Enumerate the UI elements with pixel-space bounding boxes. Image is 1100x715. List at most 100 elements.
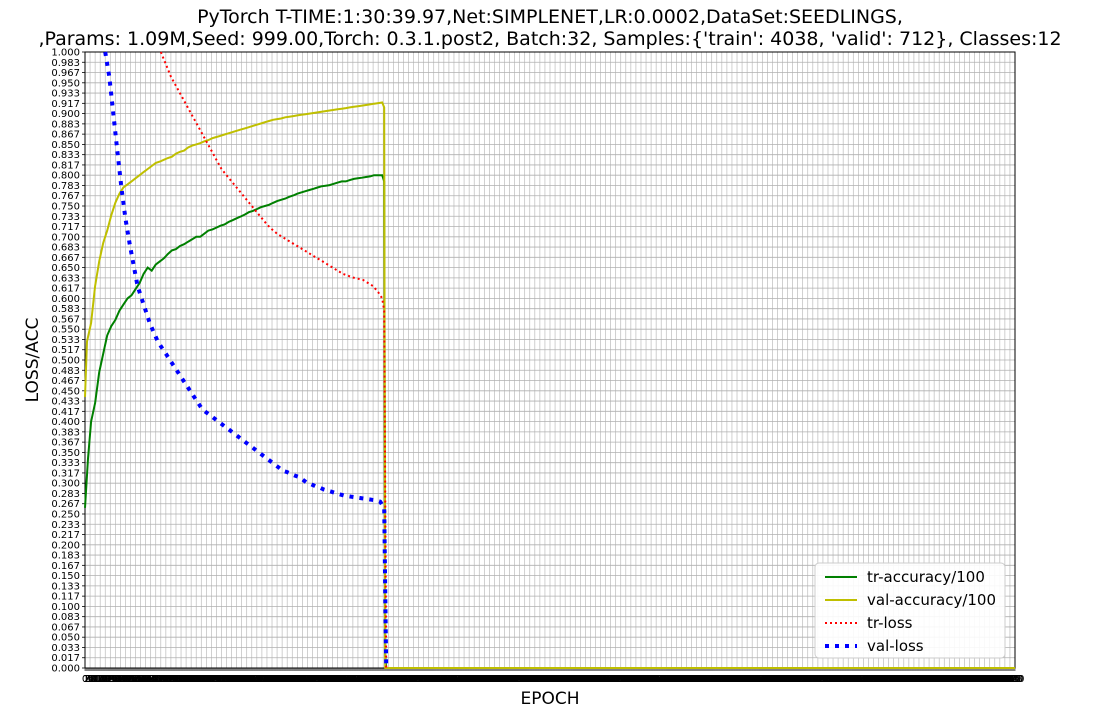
x-tick-label: 435 <box>515 674 534 685</box>
x-tick-label: 462 <box>542 674 561 685</box>
x-tick-label: 474 <box>555 674 574 685</box>
x-tick-label: 120 <box>197 674 216 685</box>
x-tick-label: 549 <box>630 674 649 685</box>
x-tick-label: 190 <box>268 674 287 685</box>
x-tick-label: 320 <box>399 674 418 685</box>
x-tick-label: 635 <box>717 674 736 685</box>
x-tick-label: 595 <box>677 674 696 685</box>
y-tick-label: 0.717 <box>51 222 80 233</box>
x-tick-label: 219 <box>297 674 316 685</box>
x-tick-label: 599 <box>681 674 700 685</box>
x-tick-label: 22 <box>101 674 114 685</box>
x-tick-label: 864 <box>949 674 968 685</box>
x-tick-label: 46 <box>125 674 138 685</box>
x-tick-label: 351 <box>430 674 449 685</box>
x-tick-label: 83 <box>163 674 176 685</box>
x-tick-label: 720 <box>803 674 822 685</box>
x-tick-label: 900 <box>985 674 1004 685</box>
x-tick-label: 773 <box>857 674 876 685</box>
x-tick-label: 558 <box>640 674 659 685</box>
x-tick-label: 69 <box>148 674 161 685</box>
x-tick-label: 759 <box>843 674 862 685</box>
x-tick-label: 617 <box>699 674 718 685</box>
x-tick-label: 688 <box>771 674 790 685</box>
x-tick-label: 548 <box>629 674 648 685</box>
x-tick-label: 329 <box>408 674 427 685</box>
x-tick-label: 663 <box>746 674 765 685</box>
x-tick-label: 377 <box>457 674 476 685</box>
y-tick-label: 0.833 <box>51 150 80 161</box>
x-tick-label: 588 <box>670 674 689 685</box>
x-tick-label: 857 <box>942 674 961 685</box>
x-tick-label: 641 <box>723 674 742 685</box>
x-tick-label: 112 <box>189 674 208 685</box>
x-tick-label: 836 <box>921 674 940 685</box>
x-tick-label: 659 <box>742 674 761 685</box>
x-tick-label: 113 <box>190 674 209 685</box>
x-tick-label: 12 <box>91 674 104 685</box>
x-tick-label: 685 <box>768 674 787 685</box>
x-tick-label: 716 <box>799 674 818 685</box>
x-tick-label: 550 <box>631 674 650 685</box>
x-tick-label: 918 <box>1003 674 1022 685</box>
x-tick-label: 390 <box>470 674 489 685</box>
x-tick-label: 637 <box>719 674 738 685</box>
x-tick-label: 336 <box>415 674 434 685</box>
x-tick-label: 523 <box>604 674 623 685</box>
x-tick-label: 668 <box>751 674 770 685</box>
x-tick-label: 45 <box>124 674 137 685</box>
x-tick-label: 8 <box>90 674 96 685</box>
x-tick-label: 508 <box>589 674 608 685</box>
x-tick-label: 165 <box>242 674 261 685</box>
x-tick-label: 489 <box>570 674 589 685</box>
x-tick-label: 437 <box>517 674 536 685</box>
x-tick-label: 217 <box>295 674 314 685</box>
x-tick-label: 546 <box>627 674 646 685</box>
x-tick-label: 747 <box>831 674 850 685</box>
y-tick-label: 0.667 <box>51 253 80 264</box>
x-tick-label: 382 <box>462 674 481 685</box>
x-tick-label: 649 <box>732 674 751 685</box>
x-tick-label: 844 <box>929 674 948 685</box>
x-tick-label: 841 <box>926 674 945 685</box>
x-tick-label: 817 <box>901 674 920 685</box>
x-tick-label: 378 <box>458 674 477 685</box>
x-tick-label: 198 <box>276 674 295 685</box>
x-tick-label: 88 <box>168 674 181 685</box>
x-tick-label: 2 <box>84 674 90 685</box>
x-tick-label: 655 <box>738 674 757 685</box>
x-tick-label: 723 <box>806 674 825 685</box>
x-tick-label: 246 <box>324 674 343 685</box>
y-tick-label: 0.383 <box>51 427 80 438</box>
y-tick-label: 0.033 <box>51 643 80 654</box>
x-tick-label: 107 <box>184 674 203 685</box>
x-tick-label: 670 <box>753 674 772 685</box>
x-tick-label: 309 <box>388 674 407 685</box>
x-tick-label: 387 <box>467 674 486 685</box>
x-tick-label: 258 <box>336 674 355 685</box>
y-tick-label: 0.783 <box>51 181 80 192</box>
y-tick-label: 0.900 <box>51 109 80 120</box>
x-tick-label: 790 <box>874 674 893 685</box>
y-tick-label: 0.567 <box>51 314 80 325</box>
x-tick-label: 881 <box>966 674 985 685</box>
x-tick-label: 822 <box>906 674 925 685</box>
x-tick-label: 703 <box>786 674 805 685</box>
x-tick-label: 899 <box>984 674 1003 685</box>
x-tick-label: 767 <box>851 674 870 685</box>
x-tick-label: 155 <box>232 674 251 685</box>
x-tick-label: 327 <box>406 674 425 685</box>
y-tick-label: 0.133 <box>51 581 80 592</box>
x-tick-label: 47 <box>126 674 139 685</box>
x-tick-label: 885 <box>970 674 989 685</box>
x-tick-label: 418 <box>498 674 517 685</box>
x-tick-label: 798 <box>882 674 901 685</box>
x-tick-label: 644 <box>726 674 745 685</box>
x-tick-label: 862 <box>947 674 966 685</box>
x-tick-label: 153 <box>230 674 249 685</box>
y-tick-label: 0.067 <box>51 622 80 633</box>
x-tick-label: 263 <box>341 674 360 685</box>
x-tick-label: 530 <box>611 674 630 685</box>
x-tick-label: 766 <box>850 674 869 685</box>
